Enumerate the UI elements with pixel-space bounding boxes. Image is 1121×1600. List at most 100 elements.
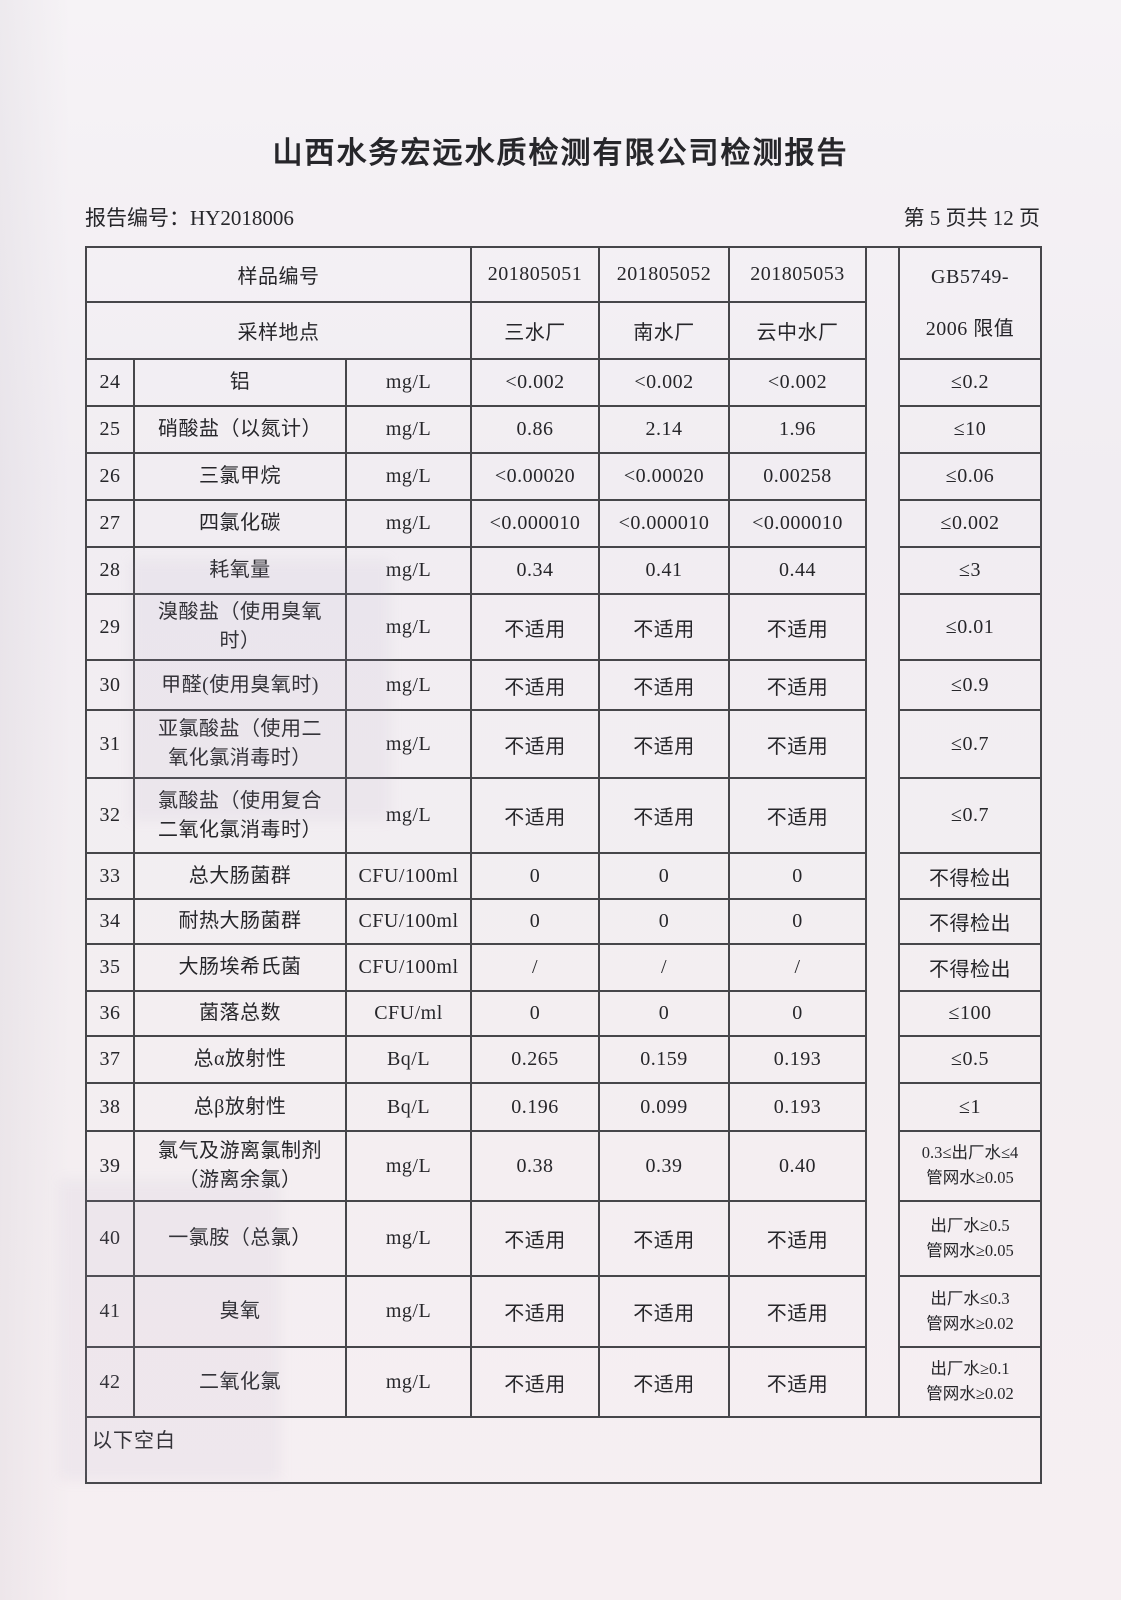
sample1-value: 0.86: [470, 405, 601, 454]
sample3-value: 不适用: [728, 709, 868, 779]
parameter-name: 氯气及游离氯制剂 （游离余氯）: [133, 1130, 347, 1202]
limit-value: ≤0.002: [898, 499, 1043, 548]
sample-id-2: 201805052: [598, 245, 731, 304]
table-row: 32 氯酸盐（使用复合 二氧化氯消毒时） mg/L 不适用 不适用 不适用 ≤0…: [85, 777, 1043, 854]
sample2-value: 0.159: [598, 1035, 731, 1084]
sample1-value: 0.265: [470, 1035, 601, 1084]
limit-value: ≤0.01: [898, 593, 1043, 661]
parameter-name: 耐热大肠菌群: [133, 898, 347, 945]
sample2-value: 不适用: [598, 777, 731, 854]
parameter-name: 菌落总数: [133, 990, 347, 1037]
table-row: 42 二氧化氯 mg/L 不适用 不适用 不适用 出厂水≥0.1 管网水≥0.0…: [85, 1346, 1043, 1418]
table-row: 41 臭氧 mg/L 不适用 不适用 不适用 出厂水≤0.3 管网水≥0.02: [85, 1275, 1043, 1348]
sample1-value: <0.000010: [470, 499, 601, 548]
parameter-name: 铝: [133, 358, 347, 407]
table-row: 38 总β放射性 Bq/L 0.196 0.099 0.193 ≤1: [85, 1082, 1043, 1132]
unit-label: mg/L: [344, 1275, 473, 1348]
sample2-value: <0.00020: [598, 452, 731, 501]
unit-label: mg/L: [344, 709, 473, 779]
sample3-value: 0: [728, 990, 868, 1037]
row-number: 35: [85, 943, 135, 992]
unit-label: mg/L: [344, 1200, 473, 1277]
table-row: 36 菌落总数 CFU/ml 0 0 0 ≤100: [85, 990, 1043, 1037]
unit-label: mg/L: [344, 405, 473, 454]
sample-id-1: 201805051: [470, 245, 601, 304]
location-3: 云中水厂: [728, 301, 868, 360]
table-row: 31 亚氯酸盐（使用二 氧化氯消毒时） mg/L 不适用 不适用 不适用 ≤0.…: [85, 709, 1043, 779]
parameter-name: 氯酸盐（使用复合 二氧化氯消毒时）: [133, 777, 347, 854]
sample2-value: 不适用: [598, 1346, 731, 1418]
limit-column-header: GB5749- 2006 限值: [898, 246, 1043, 360]
location-1: 三水厂: [470, 301, 601, 360]
row-number: 34: [85, 898, 135, 945]
row-number: 30: [85, 659, 135, 711]
limit-value: ≤10: [898, 405, 1043, 454]
sample2-value: 不适用: [598, 659, 731, 711]
sample-id-3: 201805053: [728, 245, 868, 304]
sample3-value: 0.40: [728, 1130, 868, 1202]
sample2-value: 0: [598, 990, 731, 1037]
sample1-value: 0.34: [470, 546, 601, 595]
parameter-name: 一氯胺（总氯）: [133, 1200, 347, 1277]
row-number: 33: [85, 852, 135, 900]
sample3-value: 不适用: [728, 593, 868, 661]
unit-label: mg/L: [344, 1346, 473, 1418]
limit-value: 出厂水≥0.5 管网水≥0.05: [898, 1200, 1043, 1277]
unit-label: CFU/ml: [344, 990, 473, 1037]
limit-value: ≤1: [898, 1082, 1043, 1132]
sample3-value: 不适用: [728, 1275, 868, 1348]
table-row: 28 耗氧量 mg/L 0.34 0.41 0.44 ≤3: [85, 546, 1043, 595]
table-row: 25 硝酸盐（以氮计） mg/L 0.86 2.14 1.96 ≤10: [85, 405, 1043, 454]
unit-label: mg/L: [344, 358, 473, 407]
limit-value: 不得检出: [898, 852, 1043, 900]
table-row: 26 三氯甲烷 mg/L <0.00020 <0.00020 0.00258 ≤…: [85, 452, 1043, 501]
table-row: 34 耐热大肠菌群 CFU/100ml 0 0 0 不得检出: [85, 898, 1043, 945]
blank-note: 以下空白: [84, 1416, 1043, 1484]
parameter-name: 溴酸盐（使用臭氧 时）: [133, 593, 347, 661]
table-row: 39 氯气及游离氯制剂 （游离余氯） mg/L 0.38 0.39 0.40 0…: [85, 1130, 1043, 1202]
unit-label: mg/L: [344, 593, 473, 661]
page-title: 山西水务宏远水质检测有限公司检测报告: [272, 137, 849, 170]
row-number: 24: [85, 358, 135, 407]
sample2-value: 0.41: [598, 546, 731, 595]
sample1-value: <0.002: [470, 358, 601, 407]
table-row: 33 总大肠菌群 CFU/100ml 0 0 0 不得检出: [85, 852, 1043, 900]
table-row: 35 大肠埃希氏菌 CFU/100ml / / / 不得检出: [85, 943, 1043, 992]
table-row: 24 铝 mg/L <0.002 <0.002 <0.002 ≤0.2: [85, 358, 1043, 407]
unit-label: mg/L: [344, 499, 473, 548]
page-indicator: 第 5 页共 12 页: [903, 206, 1041, 230]
unit-label: Bq/L: [344, 1035, 473, 1084]
sample3-value: 不适用: [728, 1200, 868, 1277]
spacer-column: [865, 246, 901, 1418]
unit-label: CFU/100ml: [344, 943, 473, 992]
test-results-table: 样品编号 201805051 201805052 201805053 GB574…: [84, 245, 1043, 1484]
sample3-value: <0.000010: [728, 499, 868, 548]
location-2: 南水厂: [598, 301, 731, 360]
header-row-sample-id: 样品编号 201805051 201805052 201805053 GB574…: [84, 245, 1043, 1418]
sample-id-label: 样品编号: [84, 245, 473, 304]
row-number: 27: [85, 499, 135, 548]
parameter-name: 二氧化氯: [133, 1346, 347, 1418]
limit-value: 0.3≤出厂水≤4 管网水≥0.05: [898, 1130, 1043, 1202]
sample2-value: <0.002: [598, 358, 731, 407]
sample1-value: 不适用: [470, 777, 601, 854]
row-number: 31: [85, 709, 135, 779]
sample3-value: 不适用: [728, 659, 868, 711]
sample3-value: 0: [728, 898, 868, 945]
limit-value: ≤0.5: [898, 1035, 1043, 1084]
row-number: 37: [85, 1035, 135, 1084]
sample2-value: 0.099: [598, 1082, 731, 1132]
limit-value: 不得检出: [898, 898, 1043, 945]
limit-value: ≤100: [898, 990, 1043, 1037]
sample2-value: <0.000010: [598, 499, 731, 548]
limit-value: 不得检出: [898, 943, 1043, 992]
parameter-name: 大肠埃希氏菌: [133, 943, 347, 992]
blank-row: 以下空白: [84, 1416, 1043, 1484]
sample1-value: <0.00020: [470, 452, 601, 501]
limit-value: 出厂水≤0.3 管网水≥0.02: [898, 1275, 1043, 1348]
row-number: 28: [85, 546, 135, 595]
sample3-value: <0.002: [728, 358, 868, 407]
row-number: 29: [85, 593, 135, 661]
unit-label: mg/L: [344, 452, 473, 501]
table-row: 29 溴酸盐（使用臭氧 时） mg/L 不适用 不适用 不适用 ≤0.01: [85, 593, 1043, 661]
